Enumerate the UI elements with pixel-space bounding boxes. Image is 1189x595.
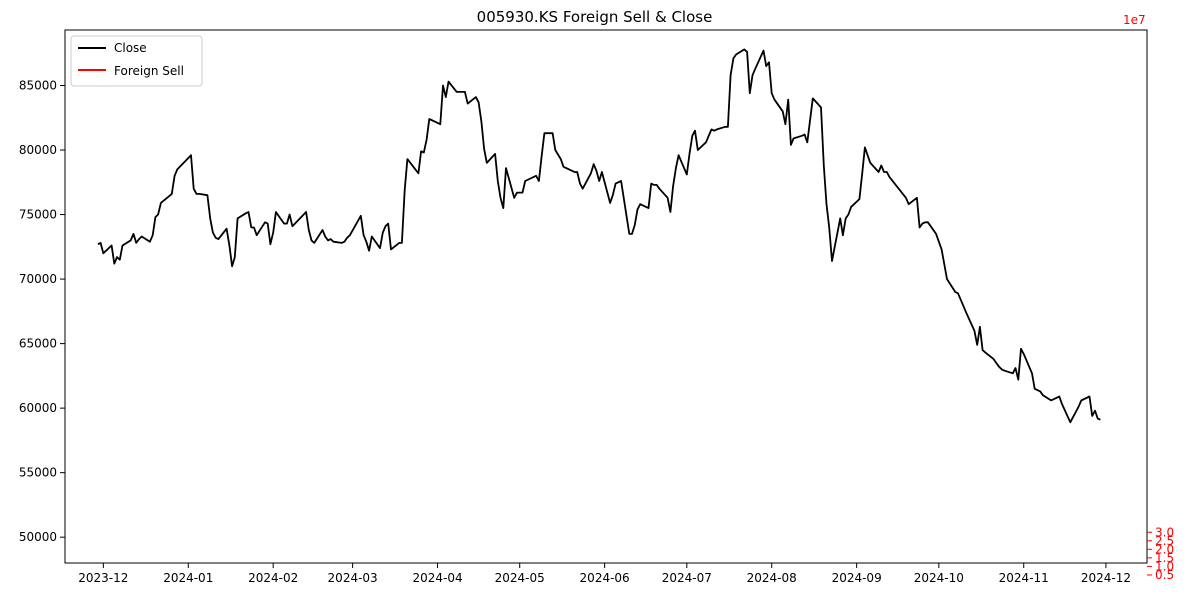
y-right-tick-label: 2.5	[1155, 534, 1174, 548]
x-tick-label: 2024-11	[999, 571, 1049, 585]
y-left-tick-label: 60000	[19, 401, 57, 415]
y-right-offset-label: 1e7	[1123, 13, 1146, 27]
legend-label-foreign-sell: Foreign Sell	[114, 64, 184, 78]
y-left-tick-label: 55000	[19, 466, 57, 480]
x-tick-label: 2024-01	[163, 571, 213, 585]
y-left-tick-label: 70000	[19, 272, 57, 286]
x-tick-label: 2024-09	[832, 571, 882, 585]
y-axis-left: 50000 55000 60000 65000 70000 75000 80000 85000	[19, 78, 65, 544]
series-layer	[97, 48, 1101, 424]
x-axis: 2023-12 2024-01 2024-02 2024-03 2024-04 2024-…	[78, 563, 1131, 585]
y-right-tick-label: 0.5	[1155, 568, 1174, 582]
x-tick-label: 2024-07	[662, 571, 712, 585]
chart-title: 005930.KS Foreign Sell & Close	[477, 8, 713, 26]
y-left-tick-label: 75000	[19, 208, 57, 222]
legend-label-close: Close	[114, 41, 147, 55]
y-axis-right: 0.51.01.52.02.53.0	[1147, 525, 1174, 582]
y-left-tick-label: 65000	[19, 337, 57, 351]
x-tick-label: 2024-10	[914, 571, 964, 585]
x-tick-label: 2024-03	[328, 571, 378, 585]
x-tick-label: 2024-12	[1081, 571, 1131, 585]
x-tick-label: 2023-12	[78, 571, 128, 585]
y-right-tick-label: 2.0	[1155, 542, 1174, 556]
y-right-tick-label: 1.0	[1155, 559, 1174, 573]
y-left-tick-label: 85000	[19, 78, 57, 92]
y-left-tick-label: 80000	[19, 143, 57, 157]
y-right-tick-label: 3.0	[1155, 525, 1174, 539]
series-line-close	[97, 48, 1101, 424]
x-tick-label: 2024-05	[495, 571, 545, 585]
x-tick-label: 2024-04	[412, 571, 462, 585]
y-left-tick-label: 50000	[19, 530, 57, 544]
y-right-tick-label: 1.5	[1155, 551, 1174, 565]
legend: Close Foreign Sell	[70, 35, 203, 87]
x-tick-label: 2024-06	[580, 571, 630, 585]
x-tick-label: 2024-08	[747, 571, 797, 585]
plot-frame	[64, 29, 1148, 564]
x-tick-label: 2024-02	[248, 571, 298, 585]
